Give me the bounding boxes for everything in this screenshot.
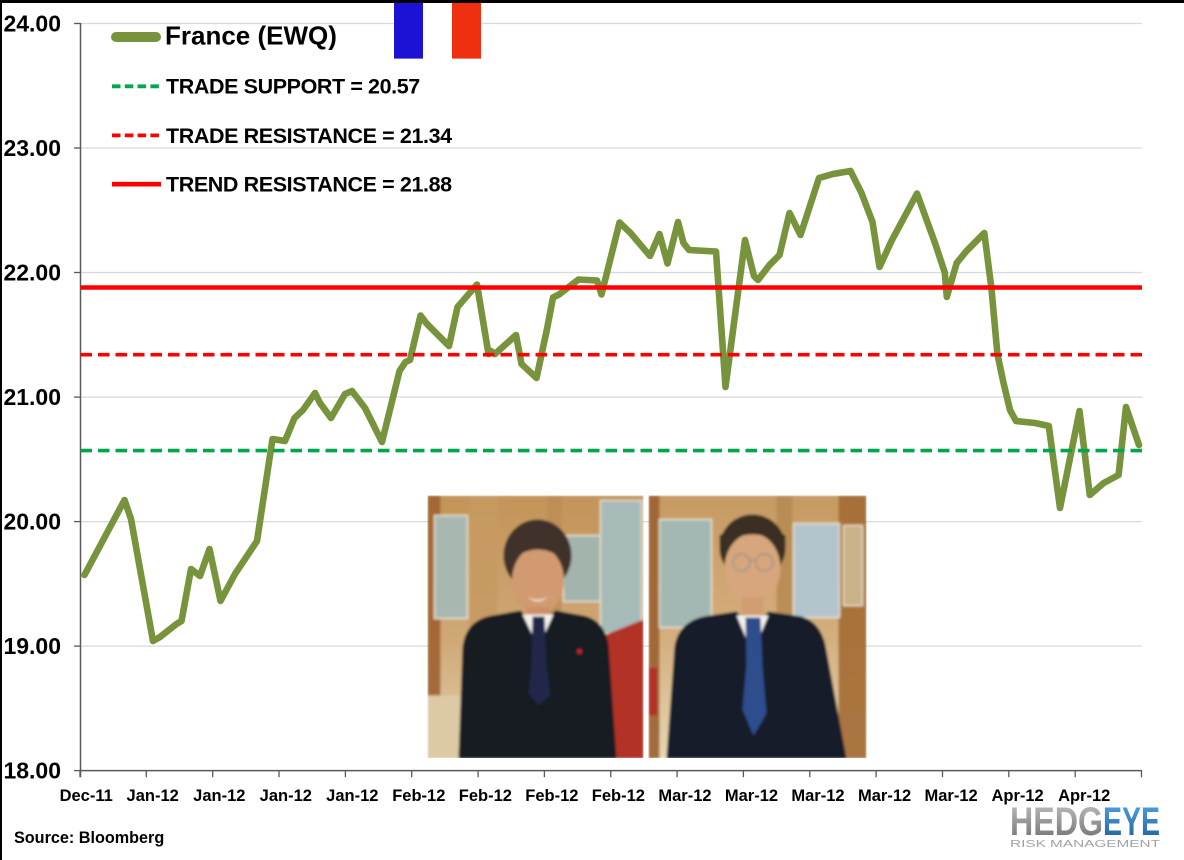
svg-text:Mar-12: Mar-12: [924, 787, 977, 805]
svg-text:Jan-12: Jan-12: [260, 787, 312, 805]
svg-text:EYE: EYE: [1103, 800, 1160, 844]
svg-text:18.00: 18.00: [3, 758, 61, 784]
svg-text:23.00: 23.00: [3, 135, 61, 161]
svg-text:Jan-12: Jan-12: [193, 787, 245, 805]
svg-text:Feb-12: Feb-12: [459, 787, 512, 805]
svg-text:Apr-12: Apr-12: [991, 787, 1043, 805]
svg-text:Feb-12: Feb-12: [392, 787, 445, 805]
svg-text:Source: Bloomberg: Source: Bloomberg: [14, 829, 164, 847]
svg-text:Dec-11: Dec-11: [60, 787, 113, 805]
svg-text:TRADE RESISTANCE = 21.34: TRADE RESISTANCE = 21.34: [166, 124, 452, 148]
svg-text:21.00: 21.00: [3, 384, 61, 410]
svg-text:Jan-12: Jan-12: [326, 787, 378, 805]
svg-text:Mar-12: Mar-12: [658, 787, 711, 805]
svg-text:Apr-12: Apr-12: [1058, 787, 1110, 805]
svg-text:22.00: 22.00: [3, 260, 61, 286]
svg-text:Feb-12: Feb-12: [525, 787, 578, 805]
svg-text:Jan-12: Jan-12: [127, 787, 179, 805]
svg-text:TRADE SUPPORT = 20.57: TRADE SUPPORT = 20.57: [166, 75, 420, 99]
svg-text:Mar-12: Mar-12: [791, 787, 844, 805]
svg-text:20.00: 20.00: [3, 509, 61, 535]
svg-text:24.00: 24.00: [3, 11, 61, 37]
svg-text:19.00: 19.00: [3, 633, 61, 659]
svg-text:HEDG: HEDG: [1010, 800, 1103, 844]
svg-text:RISK MANAGEMENT: RISK MANAGEMENT: [1010, 839, 1160, 850]
svg-text:Feb-12: Feb-12: [592, 787, 645, 805]
svg-text:Mar-12: Mar-12: [725, 787, 778, 805]
svg-text:TREND RESISTANCE = 21.88: TREND RESISTANCE = 21.88: [166, 173, 452, 197]
svg-text:Mar-12: Mar-12: [858, 787, 911, 805]
svg-text:France (EWQ): France (EWQ): [165, 21, 337, 51]
